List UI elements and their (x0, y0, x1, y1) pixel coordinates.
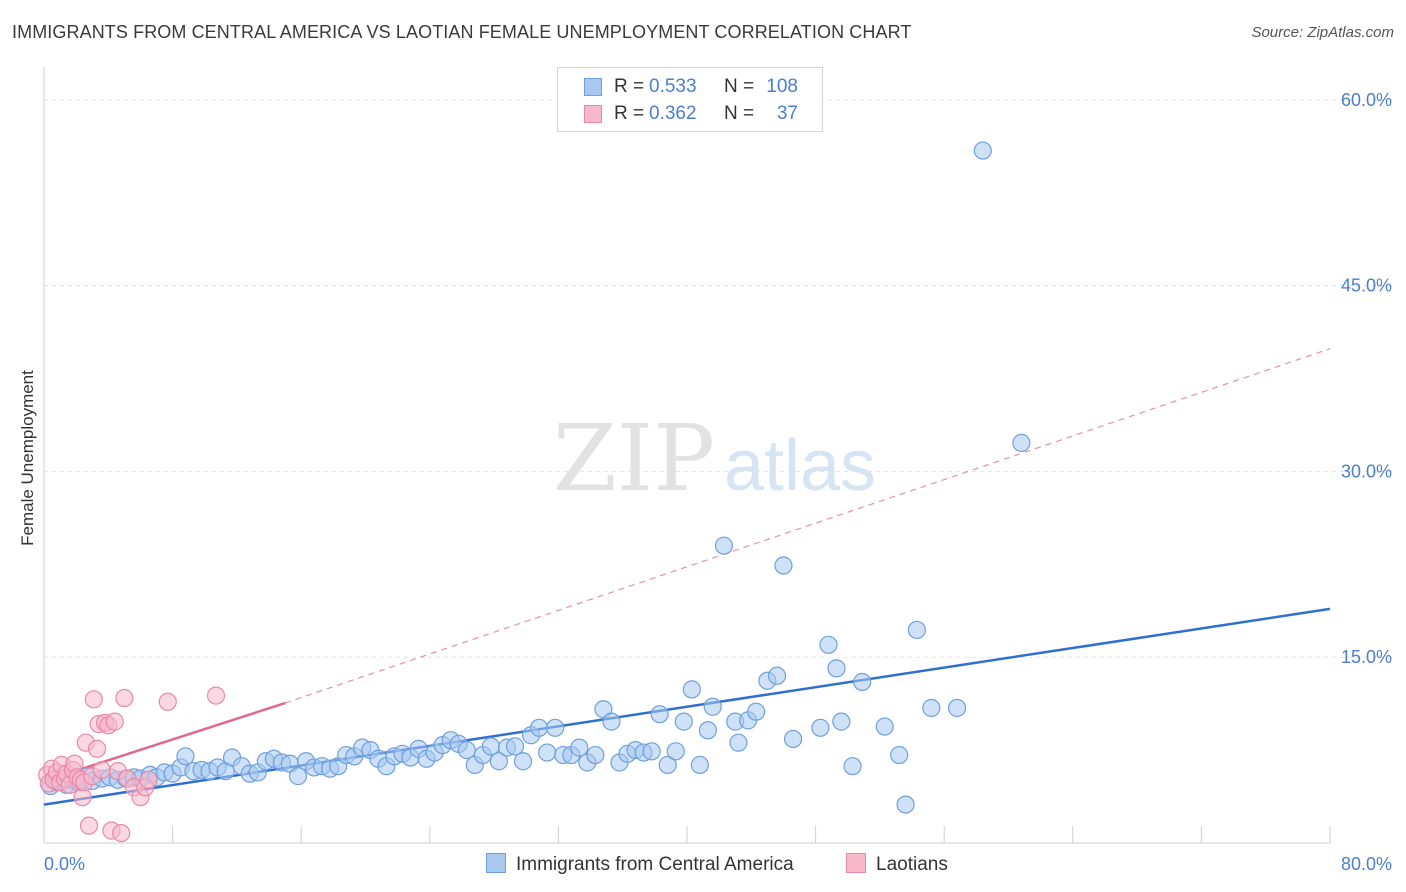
point-central-america (658, 755, 677, 775)
point-central-america (570, 738, 589, 757)
n-label: N = (724, 76, 755, 97)
point-central-america (690, 755, 709, 775)
point-central-america (827, 659, 846, 678)
r-value: 0.362 (649, 103, 697, 124)
legend-item-central-america: Immigrants from Central America (486, 853, 794, 877)
y-tick-label: 30.0% (1341, 461, 1392, 481)
point-central-america (767, 666, 787, 685)
watermark: ZIP atlas (553, 405, 876, 512)
point-central-america (875, 717, 894, 736)
point-central-america (947, 698, 967, 718)
point-central-america (513, 752, 533, 771)
point-laotians (84, 690, 103, 709)
point-laotians (112, 823, 131, 843)
legend-label: Laotians (876, 854, 948, 875)
source-attribution: Source: ZipAtlas.com (1251, 24, 1394, 41)
chart-title: IMMIGRANTS FROM CENTRAL AMERICA VS LAOTI… (12, 22, 912, 42)
r-label: R = (614, 76, 645, 97)
legend-label: Immigrants from Central America (516, 854, 794, 875)
point-central-america (538, 743, 557, 762)
point-central-america (783, 729, 803, 749)
point-central-america (890, 745, 909, 765)
point-central-america (1012, 433, 1031, 452)
point-central-america (853, 672, 872, 692)
point-laotians (105, 712, 124, 731)
y-tick-label: 60.0% (1341, 90, 1392, 110)
point-central-america (973, 141, 992, 160)
point-central-america (747, 702, 766, 721)
n-value: 37 (776, 103, 798, 124)
axes (43, 67, 1331, 844)
point-central-america (811, 718, 830, 737)
r-value: 0.533 (649, 76, 697, 97)
trendline-laotians-extended (284, 348, 1331, 704)
point-laotians (87, 739, 107, 758)
point-central-america (843, 757, 862, 776)
point-central-america (714, 536, 734, 555)
tick-labels: 15.0% 30.0% 45.0% 60.0% 0.0% 80.0% (44, 90, 1392, 874)
r-label: R = (614, 103, 645, 124)
blue-swatch (486, 853, 506, 873)
point-central-america (703, 697, 722, 716)
legend-row-laotians: R = 0.362 N = 37 (558, 101, 822, 127)
point-central-america (682, 680, 701, 699)
watermark-atlas: atlas (724, 426, 876, 506)
trendline-central-america (43, 607, 1331, 806)
point-central-america (774, 556, 793, 575)
x-tick-label: 0.0% (44, 854, 85, 874)
point-central-america (896, 795, 915, 814)
data-points (38, 141, 1031, 843)
point-central-america (489, 752, 509, 771)
watermark-zip: ZIP (553, 405, 715, 512)
point-central-america (602, 712, 621, 731)
point-central-america (176, 747, 195, 766)
point-central-america (457, 740, 476, 760)
pink-swatch (846, 853, 866, 873)
point-central-america (907, 620, 926, 640)
point-central-america (642, 742, 661, 761)
x-tick-label: 80.0% (1341, 854, 1392, 874)
point-central-america (698, 721, 717, 740)
y-tick-label: 45.0% (1341, 276, 1392, 296)
pink-swatch (584, 105, 602, 123)
point-laotians (139, 770, 158, 789)
point-central-america (288, 767, 308, 786)
correlation-legend: R = 0.533 N = 108 R = 0.362 N = 37 (557, 67, 823, 132)
point-central-america (922, 698, 941, 718)
point-central-america (481, 737, 500, 756)
gridlines (44, 99, 1392, 658)
point-central-america (819, 635, 838, 654)
point-central-america (666, 742, 685, 761)
point-central-america (530, 718, 549, 737)
y-tick-label: 15.0% (1341, 647, 1392, 667)
point-central-america (832, 712, 851, 731)
point-laotians (92, 760, 111, 780)
legend-item-laotians: Laotians (846, 853, 948, 877)
n-value: 108 (766, 76, 798, 97)
point-central-america (650, 705, 669, 724)
point-central-america (505, 737, 525, 756)
legend-row-central-america: R = 0.533 N = 108 (558, 74, 822, 100)
point-central-america (729, 733, 748, 752)
point-central-america (586, 745, 605, 765)
point-laotians (79, 816, 99, 835)
point-central-america (674, 712, 693, 731)
point-laotians (158, 692, 177, 711)
point-laotians (115, 688, 134, 708)
point-laotians (206, 686, 226, 705)
blue-swatch (584, 78, 602, 96)
point-central-america (546, 718, 565, 737)
n-label: N = (724, 103, 755, 124)
